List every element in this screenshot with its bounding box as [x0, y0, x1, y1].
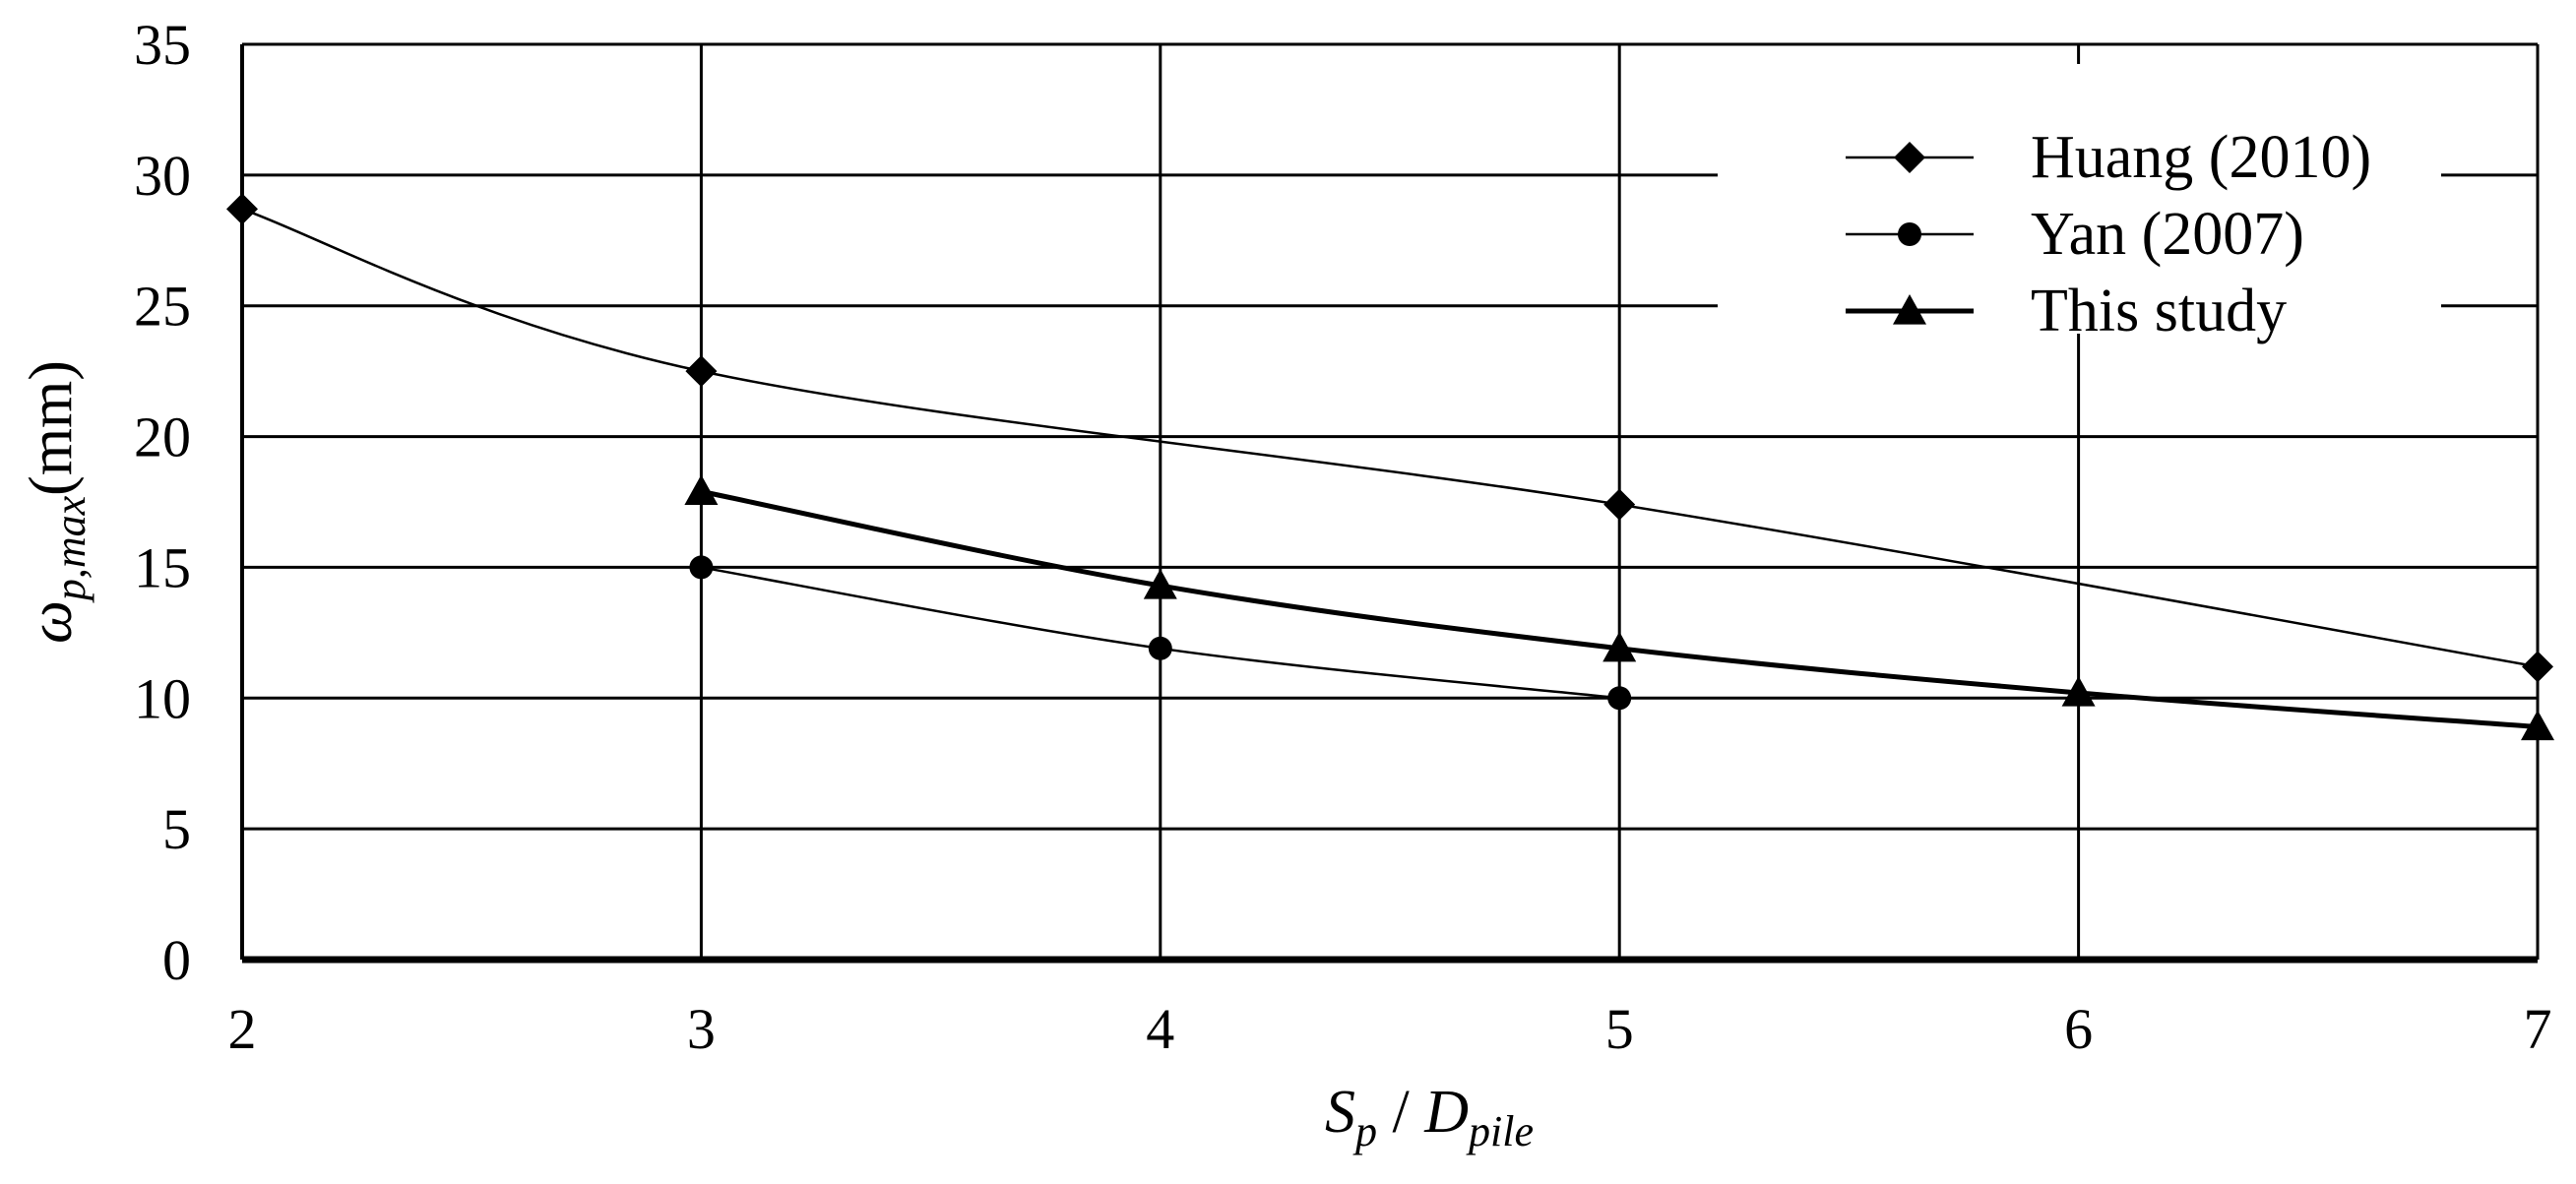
y-tick-label: 10: [134, 666, 191, 730]
y-tick-label: 35: [134, 13, 191, 77]
data-point-triangle: [1602, 631, 1637, 662]
y-tick-label: 15: [134, 535, 191, 599]
data-point-diamond: [2522, 651, 2553, 683]
x-tick-label: 4: [1146, 997, 1174, 1061]
y-tick-label: 5: [162, 797, 191, 861]
legend-background: [1718, 64, 2441, 334]
data-point-circle: [689, 555, 714, 580]
legend: Huang (2010) Yan (2007) This study: [1718, 64, 2441, 344]
y-axis-title: ωp,max(mm): [18, 360, 94, 644]
series-line: [241, 208, 2539, 668]
legend-marker-circle: [1898, 222, 1921, 246]
x-tick-label: 2: [228, 997, 257, 1061]
series-circle: [689, 555, 1632, 711]
legend-marker-diamond: [1894, 142, 1925, 173]
legend-label: Yan (2007): [2031, 201, 2304, 268]
y-tick-label: 0: [162, 928, 191, 992]
data-point-triangle: [2061, 675, 2096, 707]
x-axis-title: Sp / Dpile: [1325, 1079, 1534, 1155]
series: [226, 193, 2554, 741]
data-point-circle: [1148, 636, 1172, 660]
x-tick-label: 5: [1605, 997, 1634, 1061]
data-point-diamond: [685, 355, 718, 388]
y-tick-label: 20: [134, 405, 191, 469]
data-point-triangle: [1143, 569, 1177, 599]
x-tick-label: 6: [2064, 997, 2093, 1061]
x-tick-label: 3: [687, 997, 716, 1061]
legend-label: Huang (2010): [2031, 124, 2371, 191]
y-tick-label: 25: [134, 275, 191, 339]
data-point-triangle: [2521, 710, 2554, 741]
data-point-triangle: [684, 474, 719, 505]
y-tick-label: 30: [134, 144, 191, 208]
x-tick-label: 7: [2524, 997, 2552, 1061]
legend-marker-triangle: [1893, 294, 1926, 325]
axes: 0 5 10 15 20 25 30 35 2 3 4 5 6 7 Sp / Dpile ωp,max(mm): [18, 13, 2552, 1155]
data-point-diamond: [1603, 488, 1636, 521]
legend-label: This study: [2031, 278, 2287, 344]
data-point-circle: [1607, 686, 1632, 711]
series-triangle: [684, 474, 2554, 741]
